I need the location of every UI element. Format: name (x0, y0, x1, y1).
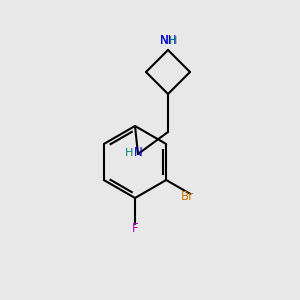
Text: NH: NH (160, 34, 178, 47)
Text: N: N (134, 146, 142, 160)
Text: F: F (132, 221, 138, 235)
Text: Br: Br (181, 190, 194, 202)
Text: H: H (169, 36, 177, 46)
Text: N: N (160, 34, 169, 47)
Text: H: H (125, 148, 133, 158)
